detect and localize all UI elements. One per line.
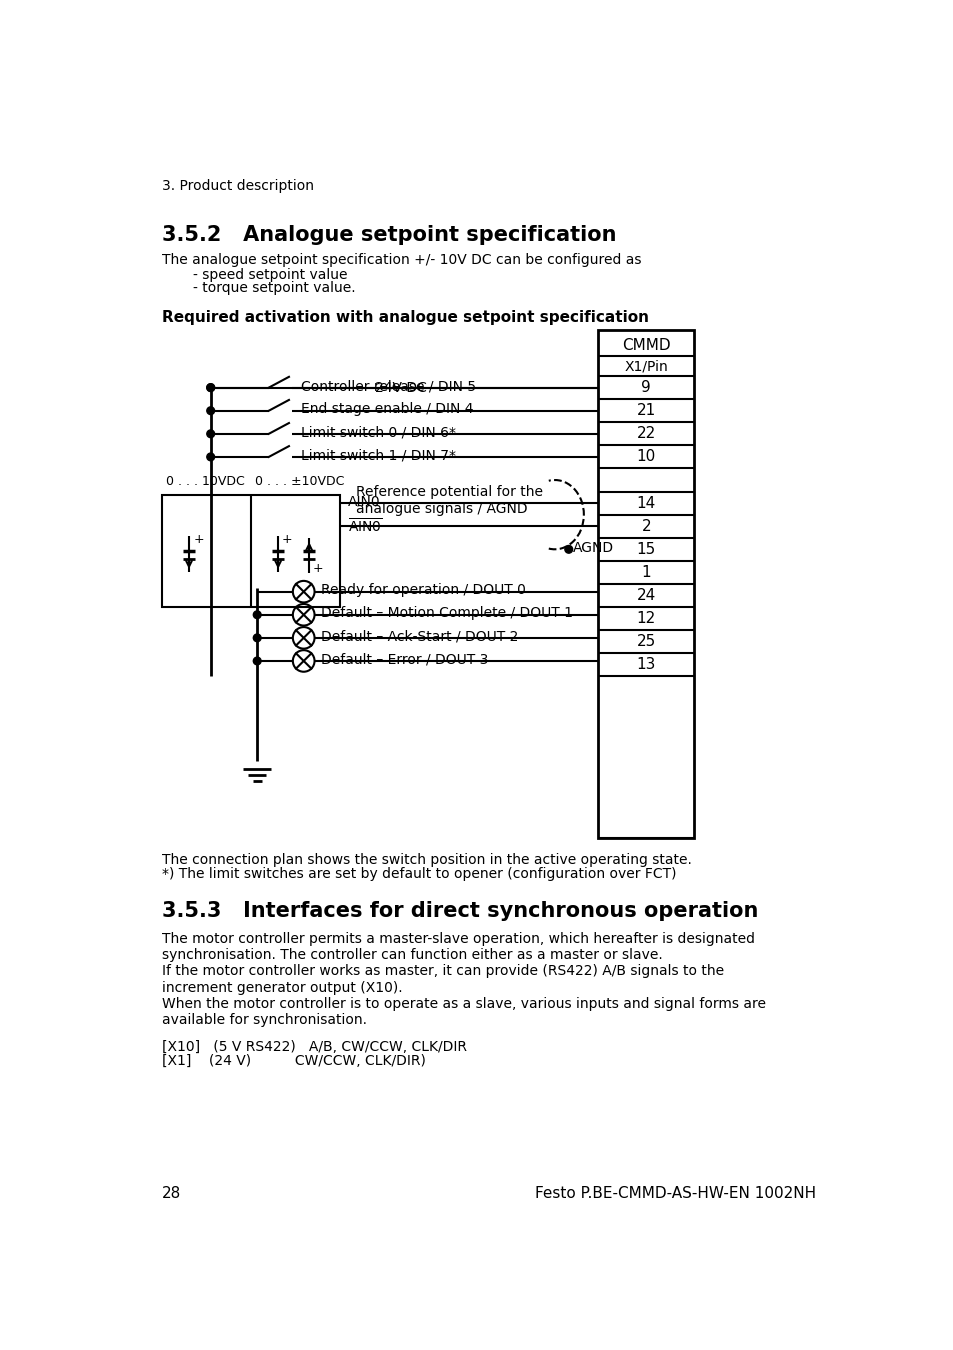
Text: AGND: AGND [572, 541, 613, 555]
Text: 0 . . . 10VDC: 0 . . . 10VDC [166, 475, 244, 489]
Text: 3.5.2   Analogue setpoint specification: 3.5.2 Analogue setpoint specification [162, 225, 616, 246]
Text: End stage enable / DIN 4: End stage enable / DIN 4 [301, 402, 474, 416]
Text: The analogue setpoint specification +/- 10V DC can be configured as: The analogue setpoint specification +/- … [162, 252, 640, 267]
Text: [X1]    (24 V)          CW/CCW, CLK/DIR): [X1] (24 V) CW/CCW, CLK/DIR) [162, 1053, 425, 1068]
Text: 24: 24 [636, 589, 655, 603]
Circle shape [207, 406, 214, 414]
Text: Default – Error / DOUT 3: Default – Error / DOUT 3 [320, 652, 488, 667]
Text: The connection plan shows the switch position in the active operating state.: The connection plan shows the switch pos… [162, 853, 691, 868]
Text: 3.5.3   Interfaces for direct synchronous operation: 3.5.3 Interfaces for direct synchronous … [162, 902, 758, 921]
Text: AIN0: AIN0 [348, 494, 380, 509]
Text: Festo P.BE-CMMD-AS-HW-EN 1002NH: Festo P.BE-CMMD-AS-HW-EN 1002NH [535, 1187, 815, 1202]
Circle shape [207, 383, 214, 392]
Text: 22: 22 [636, 427, 655, 441]
Text: $\overline{\mathrm{AIN0}}$: $\overline{\mathrm{AIN0}}$ [348, 517, 382, 536]
Text: 12: 12 [636, 612, 655, 626]
Circle shape [564, 545, 572, 554]
Text: Required activation with analogue setpoint specification: Required activation with analogue setpoi… [162, 310, 648, 325]
Circle shape [253, 634, 261, 641]
Text: +: + [312, 562, 322, 575]
Text: - torque setpoint value.: - torque setpoint value. [193, 281, 355, 296]
Text: Controller release / DIN 5: Controller release / DIN 5 [301, 379, 476, 393]
Text: The motor controller permits a master-slave operation, which hereafter is design: The motor controller permits a master-sl… [162, 931, 765, 1027]
Text: 10: 10 [636, 450, 655, 464]
Text: 9: 9 [640, 381, 651, 396]
Text: +: + [193, 533, 204, 545]
Text: Reference potential for the
analogue signals / AGND: Reference potential for the analogue sig… [355, 486, 542, 516]
Circle shape [253, 657, 261, 664]
Text: +: + [281, 533, 292, 545]
Circle shape [207, 454, 214, 460]
Text: 14: 14 [636, 495, 655, 510]
Text: 1: 1 [640, 564, 650, 580]
Text: Limit switch 0 / DIN 6*: Limit switch 0 / DIN 6* [301, 425, 456, 439]
Text: 24V DC: 24V DC [375, 381, 426, 394]
Text: 13: 13 [636, 657, 656, 672]
Text: 0 . . . ±10VDC: 0 . . . ±10VDC [254, 475, 344, 489]
Text: Limit switch 1 / DIN 7*: Limit switch 1 / DIN 7* [301, 448, 456, 462]
Text: Default – Motion Complete / DOUT 1: Default – Motion Complete / DOUT 1 [320, 606, 572, 620]
Circle shape [207, 429, 214, 437]
Text: 3. Product description: 3. Product description [162, 180, 314, 193]
Text: Ready for operation / DOUT 0: Ready for operation / DOUT 0 [320, 583, 525, 597]
Text: CMMD: CMMD [621, 338, 670, 352]
Text: [X10]   (5 V RS422)   A/B, CW/CCW, CLK/DIR: [X10] (5 V RS422) A/B, CW/CCW, CLK/DIR [162, 1040, 466, 1054]
Text: - speed setpoint value: - speed setpoint value [193, 269, 347, 282]
Text: 2: 2 [640, 518, 650, 533]
Text: 15: 15 [636, 541, 655, 556]
Text: Default – Ack-Start / DOUT 2: Default – Ack-Start / DOUT 2 [320, 629, 517, 644]
Bar [598, 329, 694, 838]
Bar [162, 494, 340, 608]
Circle shape [207, 383, 214, 392]
Text: 25: 25 [636, 634, 655, 649]
Text: 28: 28 [162, 1187, 181, 1202]
Text: 21: 21 [636, 404, 655, 418]
Circle shape [253, 612, 261, 618]
Text: *) The limit switches are set by default to opener (configuration over FCT): *) The limit switches are set by default… [162, 867, 676, 882]
Text: X1/Pin: X1/Pin [623, 359, 667, 373]
